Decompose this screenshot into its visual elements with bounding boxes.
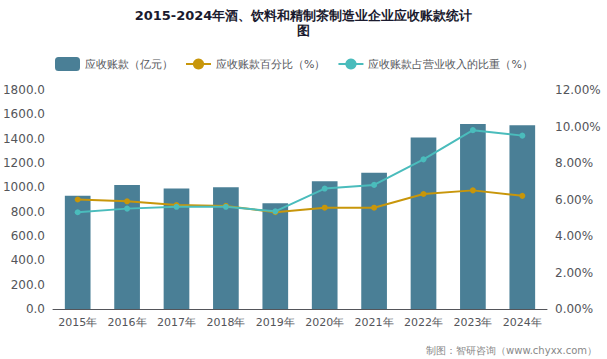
svg-text:图: 图	[297, 23, 310, 38]
svg-text:2022年: 2022年	[404, 316, 443, 329]
svg-text:应收账款占营业收入的比重（%）: 应收账款占营业收入的比重（%）	[368, 58, 532, 71]
svg-text:2024年: 2024年	[503, 316, 542, 329]
svg-text:8.00%: 8.00%	[555, 156, 593, 170]
svg-text:2018年: 2018年	[206, 316, 245, 329]
svg-text:2017年: 2017年	[157, 316, 196, 329]
svg-text:1400.0: 1400.0	[3, 132, 45, 146]
svg-text:600.0: 600.0	[11, 229, 45, 243]
svg-text:4.00%: 4.00%	[555, 229, 593, 243]
svg-text:2020年: 2020年	[305, 316, 344, 329]
svg-text:2.00%: 2.00%	[555, 266, 593, 280]
svg-text:2015-2024年酒、饮料和精制茶制造业企业应收账款统计: 2015-2024年酒、饮料和精制茶制造业企业应收账款统计	[135, 8, 473, 23]
svg-text:应收账款（亿元）: 应收账款（亿元）	[85, 58, 173, 71]
svg-text:12.00%: 12.00%	[555, 83, 601, 97]
svg-text:2023年: 2023年	[453, 316, 492, 329]
svg-text:1200.0: 1200.0	[3, 156, 45, 170]
svg-text:10.00%: 10.00%	[555, 120, 601, 134]
svg-text:制图：智研咨询（www.chyxx.com）: 制图：智研咨询（www.chyxx.com）	[426, 345, 597, 356]
svg-text:2015年: 2015年	[58, 316, 97, 329]
svg-text:应收账款百分比（%）: 应收账款百分比（%）	[216, 58, 325, 71]
svg-text:400.0: 400.0	[11, 253, 45, 267]
svg-text:1000.0: 1000.0	[3, 180, 45, 194]
svg-text:1800.0: 1800.0	[3, 83, 45, 97]
svg-text:2019年: 2019年	[256, 316, 295, 329]
svg-text:2021年: 2021年	[355, 316, 394, 329]
svg-text:6.00%: 6.00%	[555, 193, 593, 207]
svg-text:0.0: 0.0	[26, 302, 45, 316]
svg-text:1600.0: 1600.0	[3, 107, 45, 121]
svg-text:800.0: 800.0	[11, 205, 45, 219]
svg-text:2016年: 2016年	[108, 316, 147, 329]
svg-text:200.0: 200.0	[11, 278, 45, 292]
svg-text:0.00%: 0.00%	[555, 302, 593, 316]
